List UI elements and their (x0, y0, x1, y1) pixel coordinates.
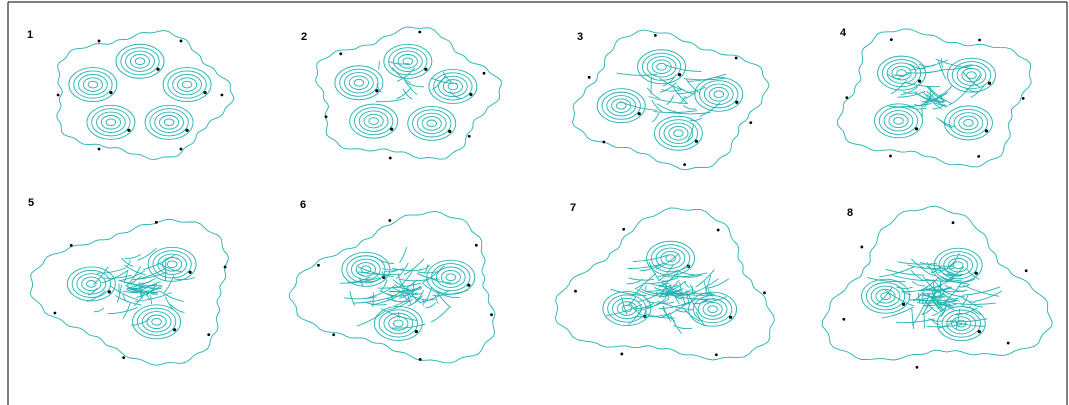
panel-label: 7 (570, 202, 576, 214)
marker-dot (988, 82, 991, 85)
marker-dot (915, 127, 918, 130)
marker-dot (108, 290, 111, 293)
marker-dot (122, 356, 125, 359)
marker-dot (203, 91, 206, 94)
marker-dot (127, 129, 130, 132)
panel-label: 3 (577, 31, 583, 43)
marker-dot (98, 148, 101, 151)
marker-dot (207, 333, 210, 336)
marker-dot (424, 68, 427, 71)
marker-dot (735, 101, 738, 104)
marker-dot (332, 333, 335, 336)
marker-dot (156, 68, 159, 71)
marker-dot (952, 221, 955, 224)
marker-dot (173, 328, 176, 331)
marker-dot (109, 91, 112, 94)
marker-dot (155, 221, 158, 224)
marker-dot (419, 358, 422, 361)
marker-dot (978, 330, 981, 333)
marker-dot (845, 96, 848, 99)
marker-dot (180, 40, 183, 43)
marker-dot (388, 219, 391, 222)
marker-dot (602, 141, 605, 144)
marker-dot (620, 353, 623, 356)
marker-dot (57, 94, 60, 97)
marker-dot (415, 330, 418, 333)
marker-dot (339, 52, 342, 55)
wake-contour (651, 77, 652, 94)
marker-dot (469, 93, 472, 96)
marker-dot (985, 129, 988, 132)
panel-label: 6 (300, 199, 306, 211)
marker-dot (889, 155, 892, 158)
marker-dot (418, 31, 421, 34)
marker-dot (221, 94, 224, 97)
panel-label: 2 (301, 31, 307, 43)
marker-dot (325, 115, 328, 118)
marker-dot (483, 72, 486, 75)
marker-dot (224, 266, 227, 269)
marker-dot (185, 129, 188, 132)
marker-dot (729, 316, 732, 319)
marker-dot (54, 312, 57, 315)
panel-label: 5 (28, 197, 34, 209)
marker-dot (918, 80, 921, 83)
marker-dot (468, 135, 471, 138)
marker-dot (390, 128, 393, 131)
marker-dot (860, 246, 863, 249)
figure: 1 2 3 4 5 6 7 8 (0, 0, 1069, 405)
marker-dot (638, 112, 641, 115)
marker-dot (490, 313, 493, 316)
marker-dot (902, 303, 905, 306)
marker-dot (622, 228, 625, 231)
marker-dot (448, 130, 451, 133)
marker-dot (717, 229, 720, 232)
marker-dot (375, 89, 378, 92)
marker-dot (389, 157, 392, 160)
marker-dot (475, 244, 478, 247)
marker-dot (189, 271, 192, 274)
marker-dot (678, 73, 681, 76)
marker-dot (1007, 342, 1010, 345)
marker-dot (695, 140, 698, 143)
marker-dot (1025, 269, 1028, 272)
marker-dot (574, 290, 577, 293)
panel-label: 8 (847, 207, 853, 219)
marker-dot (890, 38, 893, 41)
marker-dot (977, 155, 980, 158)
marker-dot (763, 291, 766, 294)
marker-dot (749, 121, 752, 124)
marker-dot (654, 34, 657, 37)
panel-label: 1 (27, 29, 33, 41)
marker-dot (588, 76, 591, 79)
marker-dot (916, 366, 919, 369)
marker-dot (98, 40, 101, 43)
marker-dot (735, 57, 738, 60)
panel-label: 4 (840, 27, 847, 39)
marker-dot (467, 284, 470, 287)
wake-contour (940, 282, 941, 302)
marker-dot (70, 244, 73, 247)
marker-dot (683, 163, 686, 166)
marker-dot (317, 264, 320, 267)
marker-dot (975, 272, 978, 275)
marker-dot (1022, 97, 1025, 100)
marker-dot (978, 39, 981, 42)
marker-dot (180, 148, 183, 151)
marker-dot (715, 353, 718, 356)
marker-dot (842, 318, 845, 321)
